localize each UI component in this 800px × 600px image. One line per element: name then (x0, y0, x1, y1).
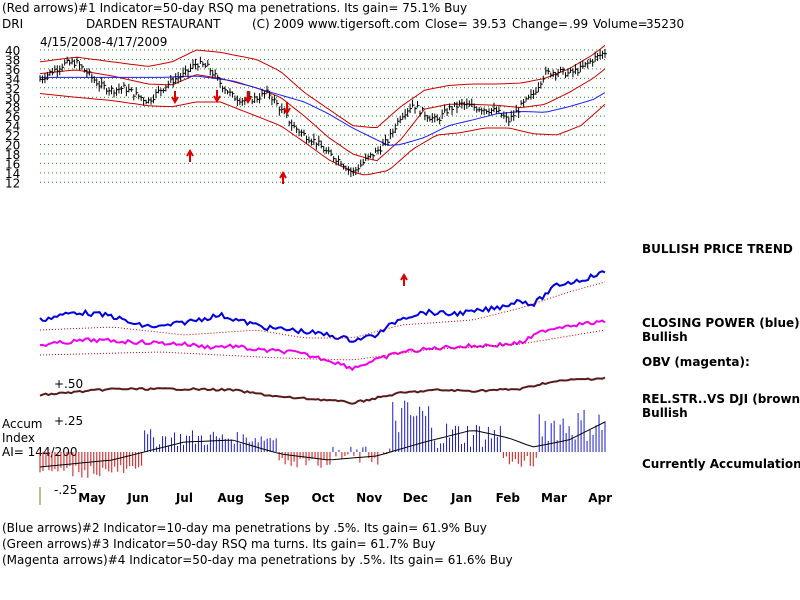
relstr-status: Bullish (642, 406, 688, 420)
indicator-3-caption: (Green arrows)#3 Indicator=50-day RSQ ma… (2, 537, 436, 551)
copyright: (C) 2009 www.tigersoft.com (252, 17, 420, 31)
signal-arrow (171, 91, 179, 104)
y-tick-label: 28 (5, 101, 20, 115)
closing-power-status: Bullish (642, 330, 688, 344)
y-tick-label: 20 (5, 139, 20, 153)
company-name: DARDEN RESTAURANT (86, 17, 221, 31)
closing-power-label: CLOSING POWER (blue): (642, 316, 800, 330)
ticker-symbol: DRI (2, 17, 24, 31)
y-tick-label: 16 (5, 157, 20, 171)
obv-line-ma (39, 329, 606, 361)
change-value: .99 (569, 17, 589, 31)
accum-top-label: +.50 (54, 377, 84, 391)
closing-power-line (39, 270, 606, 343)
relstr-label: REL.STR..VS DJI (brown): (642, 392, 800, 406)
signal-arrow (279, 171, 287, 184)
y-tick-label: 22 (5, 129, 20, 143)
index-title: Index (2, 431, 36, 445)
signal-arrow (186, 149, 194, 162)
signal-arrow (400, 273, 408, 286)
date-range: 4/15/2008-4/17/2009 (40, 35, 168, 49)
y-tick-label: 38 (5, 53, 20, 67)
x-tick-label: Dec (403, 491, 428, 505)
y-tick-label: 14 (5, 167, 20, 181)
x-tick-label: May (78, 491, 106, 505)
accum-bottom-label: -.25 (54, 483, 78, 497)
y-tick-label: 32 (5, 82, 20, 96)
y-tick-label: 34 (5, 72, 20, 86)
indicator-2-caption: (Blue arrows)#2 Indicator=10-day ma pene… (2, 521, 487, 535)
indicator-4-caption: (Magenta arrows)#4 Indicator=50-day ma p… (2, 553, 513, 567)
close-label: Close= (425, 17, 468, 31)
x-tick-label: Aug (217, 491, 243, 505)
obv-line (39, 319, 606, 372)
y-tick-label: 26 (5, 110, 20, 124)
accum-ma-line (39, 421, 606, 468)
obv-label: OBV (magenta): (642, 355, 750, 369)
x-tick-label: Jul (175, 491, 193, 505)
x-tick-label: Apr (588, 491, 612, 505)
accumulation-status: Currently Accumulation (642, 457, 800, 471)
close-value: 39.53 (472, 17, 507, 31)
accum-mid-label: +.25 (54, 414, 84, 428)
upper-band-line (39, 44, 606, 128)
x-tick-label: Oct (311, 491, 334, 505)
lower-band-line (39, 93, 606, 176)
change-label: Change= (512, 17, 568, 31)
price-trend-label: BULLISH PRICE TREND (642, 242, 793, 256)
relstr-line (39, 376, 606, 405)
volume-value: 35230 (646, 17, 685, 31)
signal-arrow (213, 90, 221, 103)
x-tick-label: Jan (450, 491, 472, 505)
x-tick-label: Mar (541, 491, 567, 505)
signal-arrow (244, 91, 252, 104)
ma-line (39, 68, 606, 162)
indicator-1-caption: (Red arrows)#1 Indicator=50-day RSQ ma p… (2, 1, 468, 15)
y-tick-label: 30 (5, 91, 20, 105)
y-tick-label: 24 (5, 120, 20, 134)
y-tick-label: 18 (5, 148, 20, 162)
y-tick-label: 36 (5, 63, 20, 77)
x-tick-label: Feb (496, 491, 521, 505)
x-tick-label: Sep (264, 491, 290, 505)
x-tick-label: Nov (356, 491, 382, 505)
accum-title: Accum (2, 417, 43, 431)
closing-power-line-ma (39, 281, 606, 339)
volume-label: Volume= (593, 17, 648, 31)
y-tick-label: 12 (5, 176, 20, 190)
signal-arrow (283, 102, 291, 115)
x-tick-label: Jun (126, 491, 149, 505)
y-tick-label: 40 (5, 44, 20, 58)
